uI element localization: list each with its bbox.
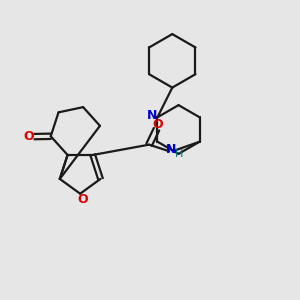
Text: O: O (24, 130, 34, 143)
Text: O: O (152, 118, 163, 131)
Text: O: O (77, 193, 88, 206)
Text: H: H (175, 148, 183, 159)
Text: N: N (147, 109, 157, 122)
Text: N: N (166, 143, 177, 156)
